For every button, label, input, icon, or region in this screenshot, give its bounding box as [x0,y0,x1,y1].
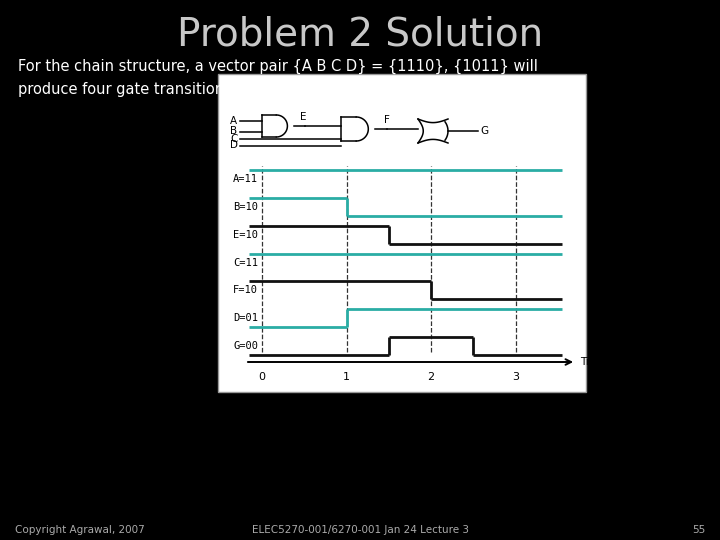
Text: F: F [384,115,390,125]
Text: 2: 2 [428,372,435,382]
Text: D=01: D=01 [233,313,258,323]
Text: ELEC5270-001/6270-001 Jan 24 Lecture 3: ELEC5270-001/6270-001 Jan 24 Lecture 3 [251,525,469,535]
Bar [218,74,586,392]
Text: 3: 3 [512,372,519,382]
Text: C=11: C=11 [233,258,258,267]
Text: D: D [230,140,238,151]
Text: B: B [230,126,237,137]
Text: F=10: F=10 [233,285,258,295]
Text: G: G [480,126,488,136]
Text: 0: 0 [258,372,266,382]
Text: Copyright Agrawal, 2007: Copyright Agrawal, 2007 [15,525,145,535]
Text: G=00: G=00 [233,341,258,351]
Text: B=10: B=10 [233,202,258,212]
Text: Time Units: Time Units [580,357,635,367]
Text: C: C [230,133,238,144]
Text: E=10: E=10 [233,230,258,240]
Text: 1: 1 [343,372,350,382]
Text: E: E [300,112,307,122]
Text: For the chain structure, a vector pair {A B C D} = {1110}, {1011} will
produce f: For the chain structure, a vector pair {… [18,59,538,97]
Text: Problem 2 Solution: Problem 2 Solution [177,16,543,54]
Text: 55: 55 [692,525,705,535]
Text: A=11: A=11 [233,174,258,184]
Text: A: A [230,116,237,125]
